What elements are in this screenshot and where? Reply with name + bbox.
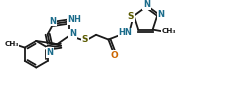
Text: S: S [128,12,134,21]
Text: N: N [49,17,56,26]
Text: S: S [81,35,88,44]
Text: O: O [110,51,118,60]
Text: NH: NH [67,15,81,24]
Text: HN: HN [119,28,132,37]
Text: N: N [46,48,53,57]
Text: N: N [143,0,150,9]
Text: CH₃: CH₃ [4,41,19,47]
Text: N: N [157,10,165,19]
Text: CH₃: CH₃ [161,29,176,34]
Text: N: N [69,29,76,38]
